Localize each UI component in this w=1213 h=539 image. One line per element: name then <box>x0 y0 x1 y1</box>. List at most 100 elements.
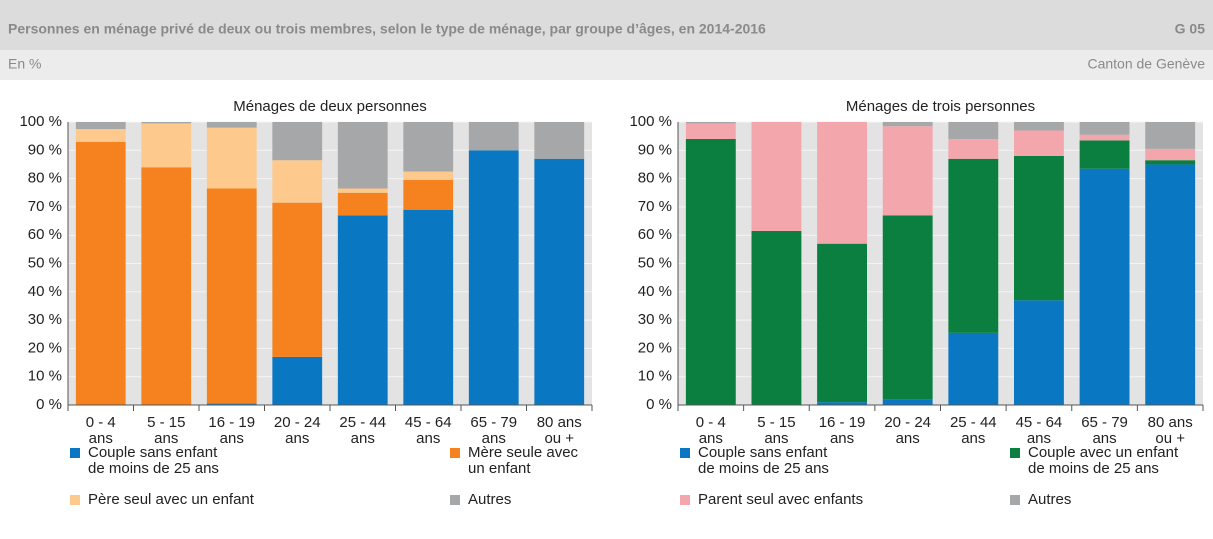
x-tick-label: 65 - 79 <box>1081 414 1128 431</box>
bar-segment <box>141 122 192 124</box>
x-tick-label: ans <box>220 430 244 447</box>
header-region: Canton de Genève <box>1087 56 1205 72</box>
bar-segment <box>75 129 126 142</box>
bar-segment <box>468 150 519 405</box>
x-tick-label: 0 - 4 <box>696 414 726 431</box>
bar-segment <box>403 209 454 405</box>
legend-label: Couple avec un enfant <box>1028 444 1179 461</box>
legend-label: un enfant <box>468 460 531 477</box>
bar-segment <box>206 127 257 189</box>
x-tick-label: 45 - 64 <box>405 414 452 431</box>
bar-segment <box>882 122 933 127</box>
subheader-band <box>0 50 1213 80</box>
bar-segment <box>685 138 736 406</box>
y-tick-label: 100 % <box>629 113 672 130</box>
legend-label: Autres <box>468 491 511 508</box>
legend-swatch <box>450 495 460 505</box>
bar-segment <box>882 399 933 405</box>
bar-segment <box>272 122 323 161</box>
bar-segment <box>685 122 736 124</box>
legend-swatch <box>70 495 80 505</box>
bar-segment <box>337 192 388 216</box>
bar-segment <box>882 126 933 216</box>
y-tick-label: 60 % <box>28 226 62 243</box>
x-tick-label: ou + <box>544 430 574 447</box>
x-tick-label: ans <box>896 430 920 447</box>
y-tick-label: 30 % <box>28 311 62 328</box>
header-unit: En % <box>8 56 41 72</box>
x-tick-label: 25 - 44 <box>339 414 386 431</box>
bar-segment <box>1079 122 1130 135</box>
bar-segment <box>817 243 867 403</box>
legend-label: Couple sans enfant <box>88 444 218 461</box>
x-tick-label: 20 - 24 <box>274 414 321 431</box>
x-tick-label: ou + <box>1155 430 1185 447</box>
legend-label: de moins de 25 ans <box>698 460 829 477</box>
bar-segment <box>1079 140 1130 169</box>
x-tick-label: ans <box>1027 430 1051 447</box>
y-tick-label: 30 % <box>638 311 672 328</box>
bar-segment <box>468 122 519 151</box>
y-tick-label: 90 % <box>638 141 672 158</box>
legend-label: de moins de 25 ans <box>88 460 219 477</box>
y-tick-label: 70 % <box>28 198 62 215</box>
x-tick-label: 65 - 79 <box>470 414 517 431</box>
bar-segment <box>272 356 323 405</box>
y-tick-label: 80 % <box>638 170 672 187</box>
bar-segment <box>206 188 257 404</box>
bar-segment <box>685 123 736 139</box>
y-tick-label: 50 % <box>638 254 672 271</box>
y-tick-label: 40 % <box>638 283 672 300</box>
bar-segment <box>751 230 802 405</box>
legend-swatch <box>680 448 690 458</box>
bar-segment <box>337 122 388 189</box>
bar-segment <box>1014 300 1064 405</box>
bar-segment <box>948 332 999 405</box>
y-tick-label: 0 % <box>646 396 672 413</box>
legend-label: Couple sans enfant <box>698 444 828 461</box>
x-tick-label: 5 - 15 <box>757 414 795 431</box>
x-tick-label: ans <box>482 430 506 447</box>
x-tick-label: 20 - 24 <box>884 414 931 431</box>
header-band <box>0 0 1213 50</box>
bar-segment <box>141 123 192 168</box>
header-title: Personnes en ménage privé de deux ou tro… <box>8 21 766 37</box>
x-tick-label: ans <box>351 430 375 447</box>
y-tick-label: 50 % <box>28 254 62 271</box>
legend-label: Parent seul avec enfants <box>698 491 863 508</box>
x-tick-label: 16 - 19 <box>208 414 255 431</box>
x-tick-label: 0 - 4 <box>86 414 116 431</box>
legend-label: Père seul avec un enfant <box>88 491 255 508</box>
bar-segment <box>75 122 126 130</box>
legend-swatch <box>1010 495 1020 505</box>
legend-label: de moins de 25 ans <box>1028 460 1159 477</box>
bar-segment <box>206 403 257 405</box>
bar-segment <box>948 122 999 139</box>
legend-label: Autres <box>1028 491 1071 508</box>
bar-segment <box>817 402 867 405</box>
y-tick-label: 40 % <box>28 283 62 300</box>
bar-segment <box>1145 122 1196 149</box>
bar-segment <box>1145 164 1196 405</box>
y-tick-label: 100 % <box>19 113 62 130</box>
bar-segment <box>1145 160 1196 165</box>
x-tick-label: ans <box>699 430 723 447</box>
legend-swatch <box>680 495 690 505</box>
x-tick-label: 80 ans <box>1148 414 1193 431</box>
y-tick-label: 90 % <box>28 141 62 158</box>
bar-segment <box>1079 134 1130 141</box>
bar-segment <box>534 122 585 159</box>
legend-swatch <box>70 448 80 458</box>
x-tick-label: 16 - 19 <box>819 414 866 431</box>
x-tick-label: 25 - 44 <box>950 414 997 431</box>
y-tick-label: 70 % <box>638 198 672 215</box>
bar-segment <box>751 122 802 231</box>
y-tick-label: 10 % <box>638 368 672 385</box>
y-tick-label: 60 % <box>638 226 672 243</box>
bar-segment <box>272 202 323 357</box>
legend-swatch <box>450 448 460 458</box>
x-tick-label: 80 ans <box>537 414 582 431</box>
header-code: G 05 <box>1175 21 1206 37</box>
bar-segment <box>141 167 192 405</box>
